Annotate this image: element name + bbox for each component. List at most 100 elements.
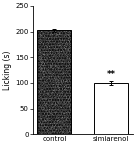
Point <box>53 89 55 92</box>
Point <box>45 46 48 48</box>
Point <box>43 72 45 75</box>
Point <box>68 128 70 130</box>
Point <box>41 64 44 66</box>
Point <box>66 75 68 77</box>
Point <box>44 96 47 98</box>
Point <box>59 39 61 41</box>
Point <box>60 82 62 85</box>
Point <box>59 83 61 85</box>
Point <box>68 54 70 56</box>
Point <box>45 67 47 69</box>
Point <box>48 111 50 113</box>
Point <box>45 106 47 108</box>
Point <box>50 83 53 85</box>
Point <box>47 114 49 116</box>
Point <box>67 48 69 50</box>
Point <box>61 52 64 54</box>
Point <box>63 54 65 56</box>
Point <box>61 72 63 75</box>
Point <box>67 37 69 39</box>
Point <box>54 46 56 48</box>
Point <box>66 112 68 115</box>
Point <box>41 61 43 64</box>
Point <box>38 117 41 120</box>
Point <box>38 80 40 82</box>
Point <box>60 54 62 56</box>
Point <box>54 119 56 121</box>
Point <box>63 94 65 96</box>
Point <box>45 98 47 100</box>
Point <box>52 109 54 112</box>
Point <box>43 57 45 60</box>
Point <box>66 57 68 59</box>
Point <box>51 126 53 128</box>
Point <box>46 54 48 56</box>
Point <box>52 88 55 90</box>
Point <box>45 114 47 116</box>
Point <box>66 70 68 72</box>
Point <box>40 117 43 119</box>
Point <box>42 108 44 110</box>
Point <box>67 117 69 119</box>
Point <box>50 52 52 55</box>
Point <box>58 121 61 124</box>
Point <box>45 88 48 91</box>
Point <box>52 46 54 49</box>
Point <box>48 79 51 81</box>
Point <box>43 65 45 68</box>
Point <box>68 40 70 42</box>
Point <box>60 79 62 81</box>
Point <box>40 101 43 104</box>
Point <box>65 65 67 67</box>
Point <box>39 63 41 65</box>
Point <box>68 96 70 98</box>
Point <box>54 101 56 103</box>
Point <box>65 59 67 61</box>
Point <box>43 87 45 89</box>
Point <box>51 52 53 54</box>
Point <box>45 117 47 119</box>
Point <box>65 60 67 62</box>
Point <box>49 33 51 35</box>
Point <box>41 120 43 123</box>
Point <box>68 80 70 82</box>
Point <box>65 30 67 33</box>
Point <box>49 50 51 52</box>
Point <box>63 35 65 37</box>
Point <box>43 107 45 109</box>
Point <box>53 93 55 96</box>
Point <box>51 124 54 127</box>
Point <box>57 125 59 127</box>
Point <box>39 58 41 60</box>
Point <box>56 95 58 97</box>
Point <box>62 120 65 122</box>
Point <box>61 63 63 65</box>
Point <box>40 69 42 72</box>
Point <box>66 48 68 50</box>
Point <box>63 102 66 104</box>
Point <box>59 93 61 96</box>
Point <box>39 99 41 102</box>
Point <box>58 59 60 61</box>
Point <box>61 73 63 75</box>
Point <box>56 101 58 103</box>
Point <box>51 50 53 52</box>
Point <box>60 92 62 94</box>
Point <box>56 50 58 52</box>
Point <box>67 33 69 35</box>
Point <box>49 107 51 109</box>
Point <box>61 102 63 104</box>
Point <box>41 80 43 83</box>
Point <box>43 54 45 56</box>
Point <box>58 94 60 96</box>
Point <box>49 131 51 134</box>
Point <box>62 123 64 126</box>
Point <box>51 91 53 93</box>
Point <box>40 68 42 70</box>
Point <box>38 90 41 92</box>
Point <box>40 118 42 120</box>
Point <box>59 76 61 79</box>
Point <box>42 70 44 72</box>
Point <box>66 112 68 114</box>
Point <box>48 56 50 58</box>
